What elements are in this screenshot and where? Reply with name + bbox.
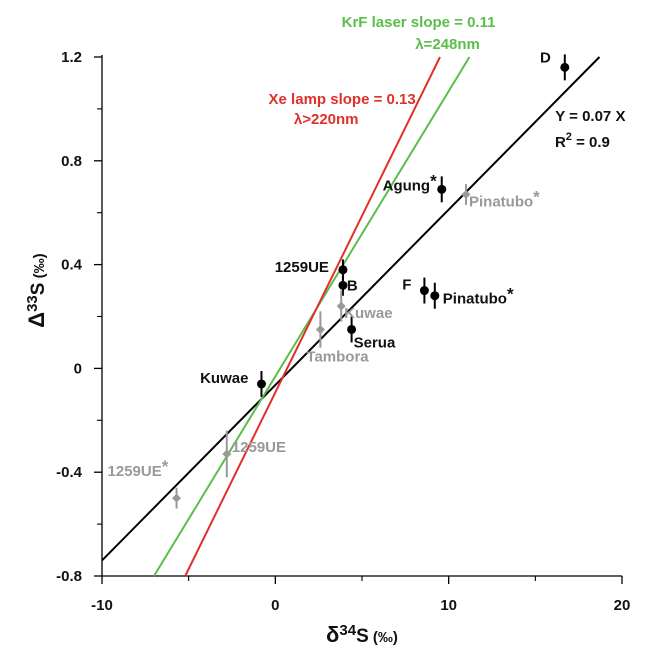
point-label: Pinatubo* <box>469 188 540 211</box>
point-label: Tambora <box>306 348 369 365</box>
point-label-text: Pinatubo <box>443 291 507 308</box>
point-label-text: 1259UE <box>275 259 329 276</box>
data-point <box>336 301 346 311</box>
data-point <box>560 62 570 72</box>
x-tick-label: 0 <box>271 597 279 614</box>
x-tick-label: -10 <box>91 597 113 614</box>
x-axis-label-part: δ <box>326 622 339 647</box>
y-tick-label: 1.2 <box>61 49 82 66</box>
regression-lines <box>101 56 601 577</box>
fit-r-squared-part: = 0.9 <box>572 134 610 151</box>
data-points <box>172 54 570 509</box>
y-axis-label-part: Δ <box>24 312 49 328</box>
data-point <box>315 324 325 334</box>
point-label-text: 1259UE <box>232 439 286 456</box>
y-tick-label: 0.8 <box>61 153 82 170</box>
point-label-star: * <box>533 188 540 207</box>
point-label-text: B <box>347 277 358 294</box>
point-label-text: Kuwae <box>344 305 392 322</box>
fit-equation: Y = 0.07 X <box>555 108 625 125</box>
point-label-star: * <box>162 457 169 476</box>
point-label: Kuwae <box>344 305 392 322</box>
point-label-star: * <box>507 285 514 304</box>
point-label-star: * <box>430 171 437 190</box>
y-tick-label: 0.4 <box>61 257 83 274</box>
data-point <box>437 184 447 194</box>
y-tick-label: -0.8 <box>56 568 82 585</box>
point-label-text: Kuwae <box>200 370 248 387</box>
x-axis-label-part: S <box>356 626 369 647</box>
point-label-text: F <box>402 277 411 294</box>
fit-line <box>101 56 601 562</box>
point-label: 1259UE <box>232 439 286 456</box>
data-point <box>222 449 232 459</box>
data-point <box>461 190 471 200</box>
point-label: Serua <box>354 334 396 351</box>
fit-r-squared-part: R <box>555 134 566 151</box>
point-label-text: 1259UE <box>108 463 162 480</box>
y-axis-label-part: S <box>28 283 49 296</box>
krf-line-sublabel: λ=248nm <box>415 36 480 53</box>
point-label: F <box>402 277 411 294</box>
data-point <box>347 324 357 334</box>
point-label-text: Serua <box>354 334 396 351</box>
x-tick-label: 10 <box>440 597 457 614</box>
data-point <box>419 286 429 296</box>
point-label: Agung* <box>383 171 437 194</box>
y-tick-label: 0 <box>74 360 82 377</box>
data-point <box>172 493 182 503</box>
point-label: 1259UE* <box>108 457 169 480</box>
data-point <box>338 280 348 290</box>
point-label-text: Pinatubo <box>469 194 533 211</box>
y-axis-label: Δ33S (‰) <box>24 253 49 327</box>
data-point <box>430 291 440 301</box>
x-tick-label: 20 <box>614 597 631 614</box>
point-label-text: Tambora <box>306 348 369 365</box>
fit-r-squared: R2 = 0.9 <box>555 131 610 151</box>
point-label: Pinatubo* <box>443 285 514 308</box>
point-label-text: D <box>540 49 551 66</box>
y-axis-label-part: 33 <box>24 295 41 312</box>
xe-lamp-line <box>184 56 441 577</box>
point-label: B <box>347 277 358 294</box>
x-axis-label-part: 34 <box>339 622 356 639</box>
y-tick-label: -0.4 <box>56 464 83 481</box>
xe-line-sublabel: λ>220nm <box>294 111 359 128</box>
point-label-text: Agung <box>383 177 430 194</box>
data-point <box>256 379 266 389</box>
fit-r-squared-sup: 2 <box>566 131 572 143</box>
y-axis-label-part: (‰) <box>31 253 48 282</box>
x-axis-label-part: (‰) <box>369 629 398 646</box>
point-label: Kuwae <box>200 370 248 387</box>
point-label: D <box>540 49 551 66</box>
x-axis-label: δ34S (‰) <box>326 622 398 647</box>
data-point <box>338 265 348 275</box>
krf-line-label: KrF laser slope = 0.11 <box>342 14 496 31</box>
xe-line-label: Xe lamp slope = 0.13 <box>269 91 416 108</box>
point-label: 1259UE <box>275 259 329 276</box>
